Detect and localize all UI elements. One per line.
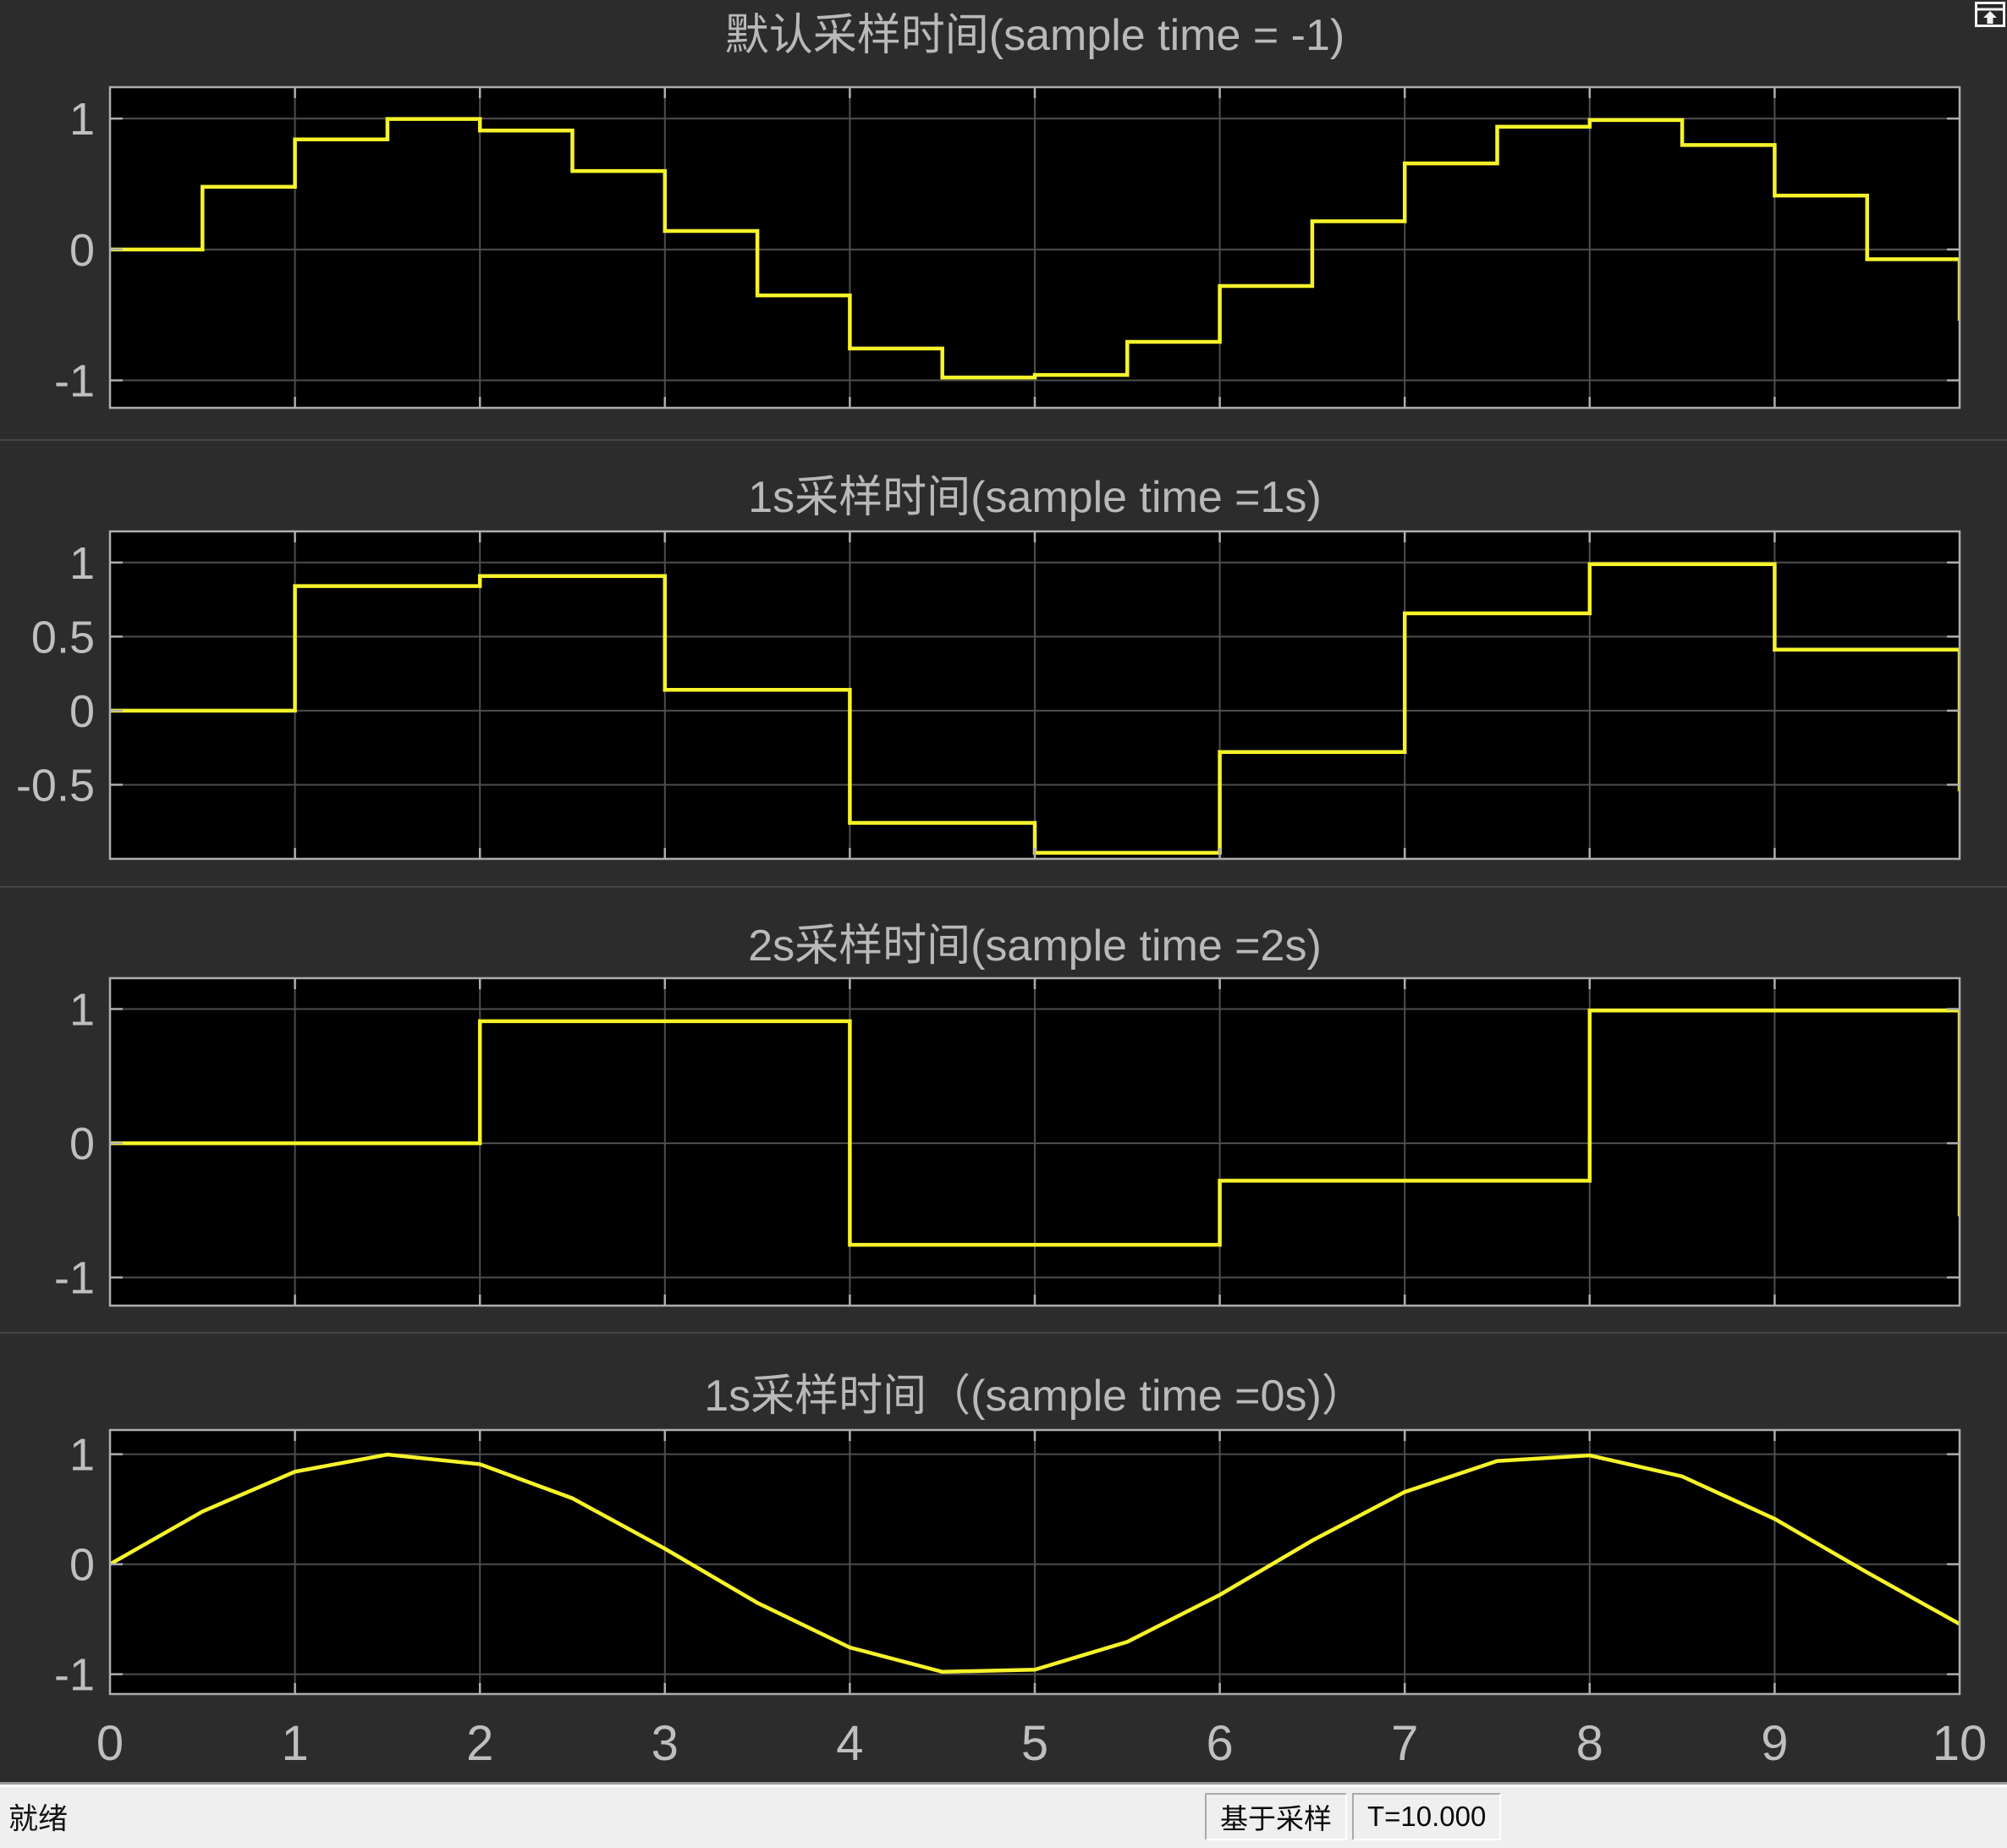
subplot-1: 默认采样时间(sample time = -1) 1 0 -1 <box>0 0 2007 440</box>
svg-text:5: 5 <box>1021 1716 1048 1771</box>
subplot-3-title: 2s采样时间(sample time =2s) <box>748 921 1322 971</box>
svg-text:0: 0 <box>69 1540 95 1591</box>
svg-text:6: 6 <box>1206 1716 1233 1771</box>
svg-text:0: 0 <box>69 686 95 737</box>
svg-text:-1: -1 <box>54 1253 95 1304</box>
svg-text:0: 0 <box>69 1119 95 1169</box>
subplot-4: 1s采样时间（(sample time =0s)） 1 0 -1 0 1 2 3 4 5 6 7 8 9… <box>0 1333 2007 1781</box>
svg-text:8: 8 <box>1576 1716 1603 1771</box>
svg-text:7: 7 <box>1391 1716 1418 1771</box>
svg-text:4: 4 <box>836 1716 863 1771</box>
svg-text:1: 1 <box>69 1430 95 1481</box>
svg-text:1: 1 <box>69 94 95 145</box>
plot-canvas-3: 1 0 -1 <box>54 976 1961 1307</box>
status-sim-time-field: T=10.000 <box>1352 1792 1502 1840</box>
svg-text:0: 0 <box>96 1716 124 1771</box>
svg-text:10: 10 <box>1933 1716 1988 1771</box>
svg-text:9: 9 <box>1761 1716 1788 1771</box>
status-sample-mode-field: 基于采样 <box>1205 1792 1347 1840</box>
svg-text:1: 1 <box>69 984 95 1035</box>
status-bar: 就绪 基于采样 T=10.000 <box>0 1782 2007 1848</box>
subplot-1-title: 默认采样时间(sample time = -1) <box>724 11 1345 60</box>
plot-canvas-4: 10-10 1 2 3 4 5 6 7 8 9 10 <box>54 1428 1988 1771</box>
section-divider <box>0 1332 2007 1334</box>
svg-text:1: 1 <box>281 1716 308 1771</box>
svg-text:2: 2 <box>466 1716 493 1771</box>
svg-text:3: 3 <box>652 1716 679 1771</box>
subplot-4-title: 1s采样时间（(sample time =0s)） <box>704 1372 1366 1421</box>
subplot-2-title: 1s采样时间(sample time =1s) <box>748 473 1322 522</box>
plot-canvas-1: 1 0 -1 <box>54 85 1961 410</box>
svg-text:0: 0 <box>69 225 95 276</box>
svg-text:-1: -1 <box>54 356 95 407</box>
subplot-3: 2s采样时间(sample time =2s) 1 0 -1 <box>0 887 2007 1333</box>
section-divider <box>0 439 2007 441</box>
restore-window-up-arrow-icon[interactable] <box>1975 2 2005 27</box>
svg-text:0.5: 0.5 <box>31 612 95 663</box>
svg-text:-0.5: -0.5 <box>16 760 95 811</box>
plot-canvas-2: 1 0.5 0 -0.5 <box>16 530 1961 861</box>
svg-text:1: 1 <box>69 538 95 589</box>
subplot-2: 1s采样时间(sample time =1s) 1 0.5 0 -0.5 <box>0 440 2007 887</box>
svg-text:-1: -1 <box>54 1650 95 1701</box>
status-ready-text: 就绪 <box>8 1802 69 1835</box>
section-divider <box>0 886 2007 888</box>
